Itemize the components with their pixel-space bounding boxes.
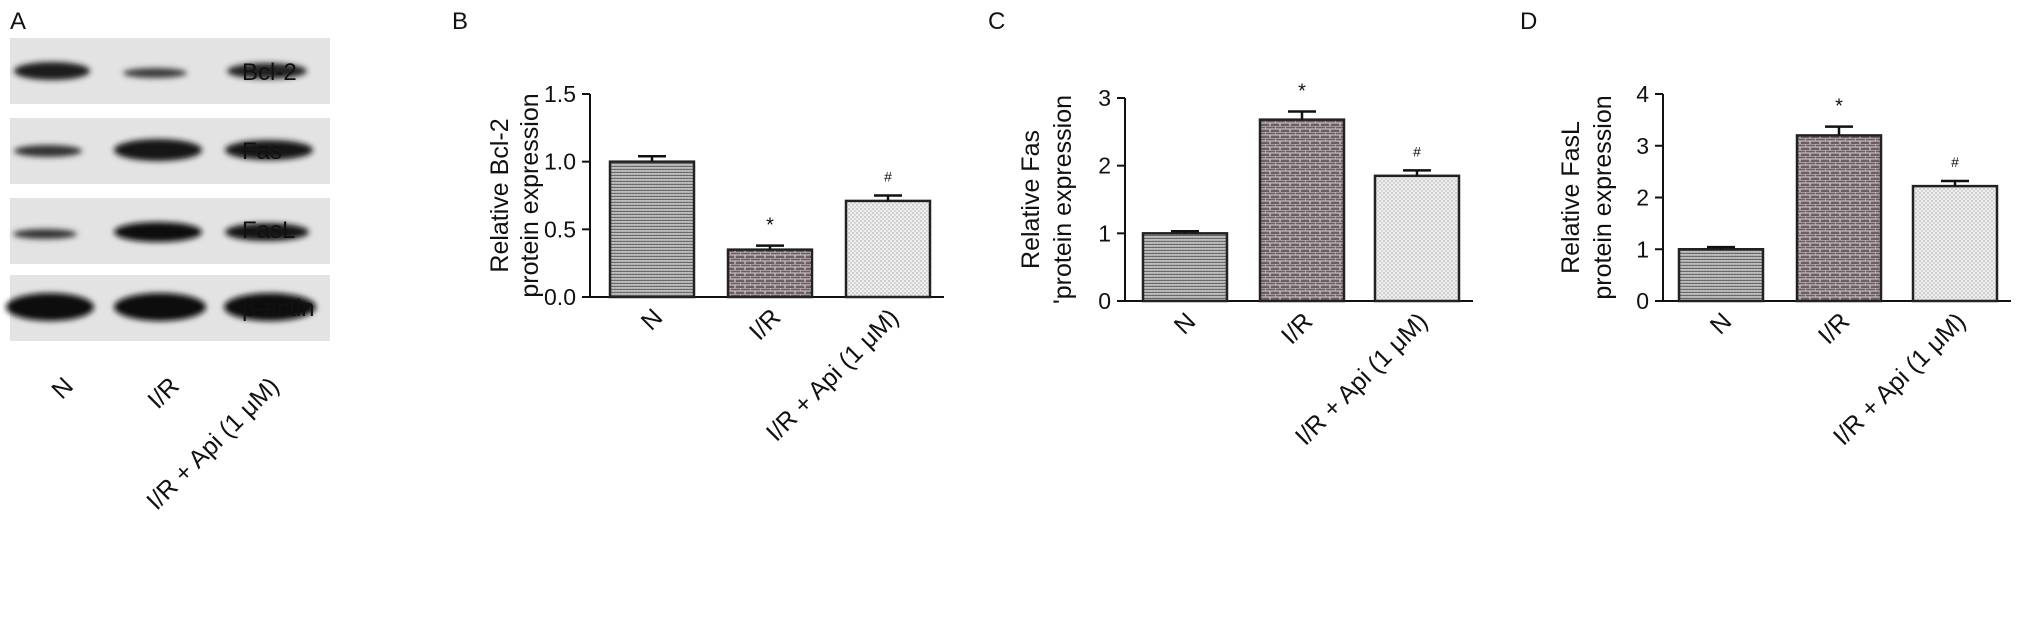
y-tick-label: 1.0 [544, 149, 576, 175]
y-tick-label: 1.5 [544, 81, 576, 107]
western-blot-image [6, 38, 330, 341]
y-axis-label: protein expression [516, 93, 544, 297]
y-axis-label: 'protein expression [1049, 95, 1077, 304]
error-bar [1288, 110, 1316, 120]
y-tick-label: 1 [1098, 220, 1111, 246]
band-fas-api [225, 140, 313, 160]
significance-mark: * [1298, 81, 1306, 103]
x-tick-label: I/R [1813, 307, 1855, 349]
x-tick-label: N [1169, 307, 1202, 340]
y-tick-label: 4 [1636, 81, 1649, 107]
significance-mark: # [1951, 154, 1959, 170]
y-tick-label: 2 [1636, 185, 1649, 211]
y-tick-label: 1 [1636, 236, 1649, 262]
band-fas-n [14, 145, 82, 157]
bar [1373, 174, 1461, 303]
error-bar [874, 194, 902, 201]
x-tick-label: I/R [1276, 307, 1318, 349]
error-bar [756, 244, 784, 250]
error-bar [1707, 245, 1735, 250]
y-tick-label: 3 [1636, 133, 1649, 159]
significance-mark: # [1413, 143, 1421, 159]
y-axis-label: Relative FasL [1557, 121, 1585, 274]
y-tick-label: 0 [1636, 288, 1649, 314]
bar [1677, 248, 1765, 303]
bar [726, 248, 814, 299]
band-label-fas: Fas [242, 138, 283, 165]
error-bar [1941, 179, 1969, 187]
band-fasl-api [225, 223, 309, 241]
chart-d: 0 1 2 3 4 Relative FasL protein expression N * I/… [1557, 81, 2011, 451]
x-tick-label: N [1705, 307, 1738, 340]
y-tick-label: 0 [1098, 288, 1111, 314]
band-label-fasl: FasL [242, 217, 296, 244]
band-fas-ir [114, 139, 202, 161]
error-bar [1171, 230, 1199, 234]
error-bar [1825, 125, 1853, 136]
band-actin-ir [114, 293, 206, 321]
y-axis-label: Relative Bcl-2 [486, 118, 514, 272]
significance-mark: * [1835, 96, 1843, 118]
error-bar [638, 155, 666, 162]
bar [1141, 232, 1229, 303]
band-actin-n [6, 293, 94, 321]
y-tick-label: 3 [1098, 85, 1111, 111]
chart-c: 0 1 2 3 Relative Fas'protein expression N * I/R… [1017, 81, 1473, 451]
significance-mark: # [884, 169, 892, 185]
x-tick-label: N [636, 303, 669, 336]
band-bcl2-api [227, 63, 307, 79]
band-bcl2-ir [123, 68, 187, 78]
panel-label-a: A [10, 8, 27, 35]
band-fasl-n [13, 229, 77, 239]
x-tick-label: I/R [744, 303, 786, 345]
band-bcl2-n [14, 62, 90, 80]
y-tick-label: 0.5 [544, 216, 576, 242]
bar [1258, 118, 1346, 303]
band-fasl-ir [114, 222, 202, 242]
bar [844, 199, 932, 299]
band-label-actin: β-actin [242, 295, 315, 322]
y-axis-label: Relative Fas [1017, 130, 1045, 269]
bar [1911, 184, 1999, 303]
error-bar [1403, 169, 1431, 176]
band-actin-api [224, 293, 316, 321]
band-label-bcl2: Bcl-2 [242, 59, 297, 86]
panel-label-d: D [1520, 8, 1538, 35]
y-tick-label: 0.0 [544, 284, 576, 310]
panel-label-b: B [452, 8, 469, 35]
panel-label-c: C [988, 8, 1006, 35]
significance-mark: * [766, 215, 774, 237]
bar [608, 160, 696, 299]
bar [1795, 134, 1883, 303]
y-tick-label: 2 [1098, 153, 1111, 179]
y-axis-label: protein expression [1589, 95, 1617, 299]
chart-b: 0.0 0.5 1.0 1.5 Relative Bcl-2 protein expres… [486, 81, 944, 447]
